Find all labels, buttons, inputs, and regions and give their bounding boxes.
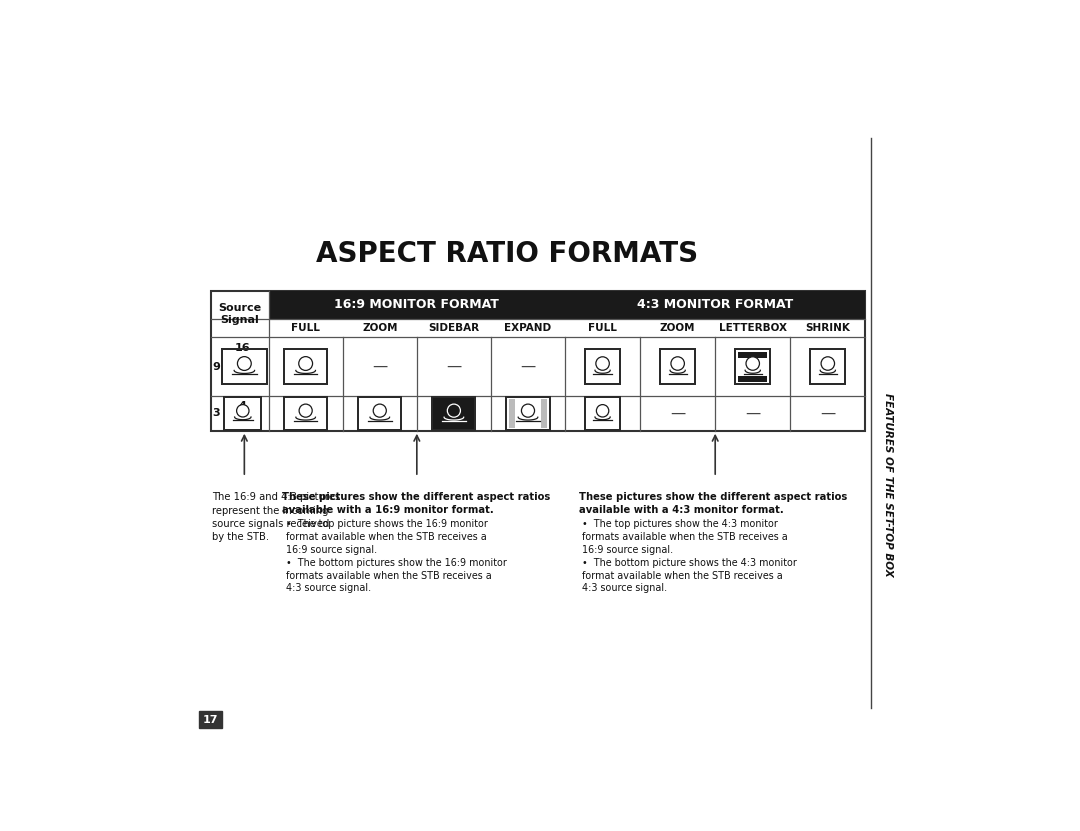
Bar bbox=[211, 291, 865, 430]
Bar bbox=[284, 349, 327, 384]
Ellipse shape bbox=[746, 356, 759, 371]
Text: SHRINK: SHRINK bbox=[806, 323, 850, 333]
Bar bbox=[585, 397, 620, 430]
Bar bbox=[287, 352, 324, 381]
Ellipse shape bbox=[299, 356, 312, 371]
Bar bbox=[509, 399, 515, 428]
Bar bbox=[660, 349, 696, 384]
Ellipse shape bbox=[821, 356, 835, 371]
Bar bbox=[738, 357, 768, 376]
Bar bbox=[507, 396, 550, 430]
Bar bbox=[222, 349, 267, 384]
Ellipse shape bbox=[596, 356, 609, 371]
Bar bbox=[735, 349, 770, 384]
Text: These pictures show the different aspect ratios
available with a 16:9 monitor fo: These pictures show the different aspect… bbox=[283, 493, 551, 515]
Text: FULL: FULL bbox=[589, 323, 617, 333]
Bar bbox=[227, 400, 258, 427]
Text: —: — bbox=[446, 359, 461, 374]
Text: 16: 16 bbox=[235, 343, 251, 353]
Text: 17: 17 bbox=[203, 715, 218, 725]
Bar bbox=[222, 349, 267, 384]
Text: 3: 3 bbox=[213, 409, 220, 419]
Text: EXPAND: EXPAND bbox=[504, 323, 552, 333]
Text: FEATURES OF THE SET-TOP BOX: FEATURES OF THE SET-TOP BOX bbox=[883, 393, 893, 577]
Text: —: — bbox=[670, 406, 686, 421]
Text: ZOOM: ZOOM bbox=[660, 323, 696, 333]
Text: 4:3 MONITOR FORMAT: 4:3 MONITOR FORMAT bbox=[637, 298, 794, 312]
Bar bbox=[565, 291, 865, 319]
Ellipse shape bbox=[596, 405, 609, 417]
Ellipse shape bbox=[374, 404, 387, 417]
Text: FULL: FULL bbox=[292, 323, 320, 333]
Text: 4: 4 bbox=[239, 401, 246, 411]
Bar bbox=[225, 397, 261, 430]
Bar bbox=[359, 396, 402, 430]
Text: —: — bbox=[745, 406, 760, 421]
Bar bbox=[284, 396, 327, 430]
Bar bbox=[284, 396, 327, 430]
Bar bbox=[541, 399, 546, 428]
Bar bbox=[585, 349, 620, 384]
Bar bbox=[660, 349, 696, 384]
Bar bbox=[287, 399, 324, 428]
Bar bbox=[810, 349, 846, 384]
Bar bbox=[663, 352, 692, 381]
Ellipse shape bbox=[522, 404, 535, 417]
Text: Source
Signal: Source Signal bbox=[218, 303, 261, 325]
Bar bbox=[269, 291, 565, 319]
Text: ZOOM: ZOOM bbox=[362, 323, 397, 333]
Bar bbox=[735, 349, 770, 384]
Bar bbox=[515, 399, 541, 428]
Text: —: — bbox=[820, 406, 836, 421]
Text: •  The bottom pictures show the 16:9 monitor
formats available when the STB rece: • The bottom pictures show the 16:9 moni… bbox=[285, 558, 507, 593]
Bar bbox=[507, 396, 550, 430]
Bar bbox=[361, 399, 399, 428]
Ellipse shape bbox=[238, 356, 252, 371]
Bar bbox=[588, 352, 617, 381]
Ellipse shape bbox=[237, 405, 249, 417]
Bar bbox=[435, 399, 473, 428]
Text: •  The top picture shows the 16:9 monitor
format available when the STB receives: • The top picture shows the 16:9 monitor… bbox=[285, 519, 487, 555]
Text: ASPECT RATIO FORMATS: ASPECT RATIO FORMATS bbox=[316, 239, 699, 268]
Bar bbox=[432, 396, 475, 430]
Text: These pictures show the different aspect ratios
available with a 4:3 monitor for: These pictures show the different aspect… bbox=[579, 493, 847, 515]
Text: SIDEBAR: SIDEBAR bbox=[429, 323, 480, 333]
Bar bbox=[585, 397, 620, 430]
Ellipse shape bbox=[299, 404, 312, 417]
Text: •  The top pictures show the 4:3 monitor
formats available when the STB receives: • The top pictures show the 4:3 monitor … bbox=[582, 519, 787, 555]
Bar bbox=[813, 352, 842, 381]
Bar bbox=[284, 349, 327, 384]
Ellipse shape bbox=[671, 356, 685, 371]
Text: 9: 9 bbox=[213, 361, 220, 371]
Bar bbox=[359, 396, 402, 430]
Text: •  The bottom picture shows the 4:3 monitor
format available when the STB receiv: • The bottom picture shows the 4:3 monit… bbox=[582, 558, 797, 593]
Bar bbox=[585, 349, 620, 384]
Text: —: — bbox=[373, 359, 388, 374]
Text: LETTERBOX: LETTERBOX bbox=[718, 323, 786, 333]
Text: 16:9 MONITOR FORMAT: 16:9 MONITOR FORMAT bbox=[335, 298, 499, 312]
Ellipse shape bbox=[447, 404, 460, 417]
Bar bbox=[738, 352, 768, 357]
Bar bbox=[432, 396, 475, 430]
Bar bbox=[225, 397, 261, 430]
Bar bbox=[225, 352, 264, 381]
Text: The 16:9 and 4:3 pictures
represent the incoming
source signals received
by the : The 16:9 and 4:3 pictures represent the … bbox=[213, 493, 340, 542]
Bar bbox=[588, 400, 617, 427]
Bar bbox=[810, 349, 846, 384]
Text: —: — bbox=[521, 359, 536, 374]
Bar bbox=[738, 376, 768, 381]
